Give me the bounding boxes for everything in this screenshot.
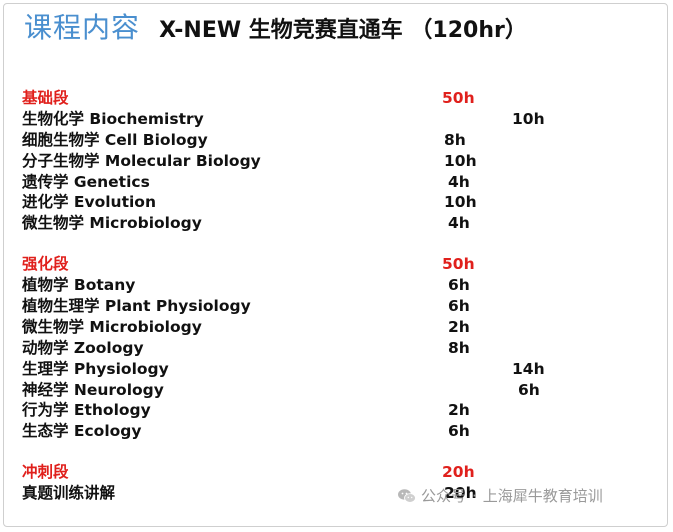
course-name: 真题训练讲解: [22, 484, 116, 503]
course-hours: 10h: [444, 151, 477, 170]
title-chinese: 课程内容: [24, 11, 141, 44]
wechat-icon: [398, 488, 416, 503]
section-header: 冲刺段 20h: [22, 462, 642, 483]
course-name: 植物生理学 Plant Physiology: [22, 297, 251, 316]
course-hours: 8h: [448, 338, 470, 357]
watermark-account-label: 公众号: [421, 487, 467, 505]
course-row: 动物学 Zoology 8h: [22, 338, 642, 359]
course-hours: 2h: [448, 317, 470, 336]
course-hours: 2h: [448, 401, 470, 420]
section-title: 冲刺段: [22, 463, 69, 482]
course-name: 微生物学 Microbiology: [22, 317, 202, 336]
course-hours: 6h: [448, 276, 470, 295]
course-row: 植物学 Botany 6h: [22, 275, 642, 296]
course-name: 动物学 Zoology: [22, 338, 144, 357]
course-hours: 10h: [512, 109, 545, 128]
title-course-name: X-NEW 生物竞赛直通车 （120hr）: [159, 18, 527, 43]
course-name: 神经学 Neurology: [22, 380, 164, 399]
course-hours: 8h: [444, 130, 466, 149]
course-name: 植物学 Botany: [22, 276, 136, 295]
section-total-hours: 20h: [442, 463, 475, 482]
course-row: 细胞生物学 Cell Biology 8h: [22, 130, 642, 151]
course-hours: 4h: [448, 172, 470, 191]
course-hours: 10h: [444, 193, 477, 212]
course-name: 行为学 Ethology: [22, 401, 151, 420]
course-name: 细胞生物学 Cell Biology: [22, 130, 208, 149]
course-section: 强化段 50h 植物学 Botany 6h 植物生理学 Plant Physiology…: [22, 254, 642, 442]
course-row: 遗传学 Genetics 4h: [22, 172, 642, 193]
course-section: 基础段 50h 生物化学 Biochemistry 10h 细胞生物学 Cell Bio…: [22, 88, 642, 234]
section-header: 强化段 50h: [22, 254, 642, 275]
watermark-account-name: 上海犀牛教育培训: [482, 487, 603, 505]
course-row: 微生物学 Microbiology 2h: [22, 317, 642, 338]
course-row: 生态学 Ecology 6h: [22, 421, 642, 442]
course-name: 分子生物学 Molecular Biology: [22, 151, 261, 170]
course-name: 进化学 Evolution: [22, 193, 156, 212]
course-row: 行为学 Ethology 2h: [22, 400, 642, 421]
section-total-hours: 50h: [442, 89, 475, 107]
course-hours: 6h: [518, 380, 540, 399]
watermark-separator: ·: [472, 486, 477, 505]
section-title: 基础段: [22, 89, 69, 107]
document-frame: [3, 3, 668, 527]
course-row: 真题训练讲解 20h: [22, 483, 642, 504]
course-name: 生理学 Physiology: [22, 359, 169, 378]
section-header: 基础段 50h: [22, 88, 642, 109]
course-name: 生物化学 Biochemistry: [22, 109, 204, 128]
course-row: 生理学 Physiology 14h: [22, 359, 642, 380]
course-row: 分子生物学 Molecular Biology 10h: [22, 151, 642, 172]
course-name: 微生物学 Microbiology: [22, 214, 202, 233]
section-title: 强化段: [22, 255, 69, 274]
course-hours: 20h: [444, 484, 477, 503]
page-title: 课程内容 X-NEW 生物竞赛直通车 （120hr）: [24, 10, 527, 50]
course-name: 遗传学 Genetics: [22, 172, 150, 191]
course-name: 生态学 Ecology: [22, 422, 142, 441]
course-row: 生物化学 Biochemistry 10h: [22, 109, 642, 130]
course-row: 神经学 Neurology 6h: [22, 380, 642, 401]
course-section: 冲刺段 20h 真题训练讲解 20h: [22, 462, 642, 504]
course-row: 微生物学 Microbiology 4h: [22, 213, 642, 234]
course-row: 植物生理学 Plant Physiology 6h: [22, 296, 642, 317]
course-hours: 14h: [512, 359, 545, 378]
course-hours: 6h: [448, 297, 470, 316]
course-sections: 基础段 50h 生物化学 Biochemistry 10h 细胞生物学 Cell Bio…: [22, 88, 642, 524]
watermark: 公众号 · 上海犀牛教育培训: [397, 485, 603, 506]
course-hours: 6h: [448, 422, 470, 441]
section-total-hours: 50h: [442, 255, 475, 274]
course-row: 进化学 Evolution 10h: [22, 192, 642, 213]
course-hours: 4h: [448, 214, 470, 233]
